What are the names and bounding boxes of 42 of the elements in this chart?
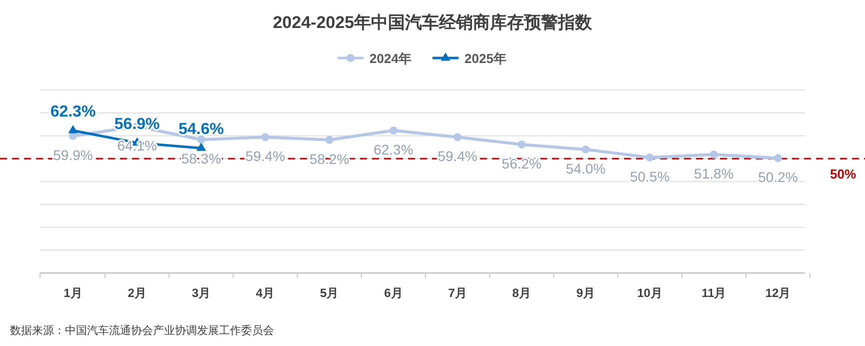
- point: [710, 150, 718, 159]
- data-label: 62.3%: [374, 141, 414, 158]
- point: [646, 153, 654, 162]
- x-tick-label: 8月: [512, 286, 531, 300]
- x-tick-label: 6月: [384, 286, 403, 300]
- legend-label: 2024年: [370, 51, 412, 66]
- point: [325, 136, 334, 144]
- data-label: 56.9%: [114, 116, 160, 133]
- data-label: 59.4%: [245, 148, 286, 164]
- x-tick-label: 7月: [448, 286, 467, 300]
- point: [454, 133, 462, 142]
- point: [582, 145, 590, 154]
- x-tick-label: 2月: [128, 286, 146, 300]
- point: [518, 140, 526, 148]
- legend-label: 2025年: [464, 51, 506, 66]
- x-tick-label: 10月: [637, 286, 662, 300]
- x-tick-label: 5月: [320, 286, 339, 300]
- data-label: 50.5%: [630, 168, 670, 184]
- x-tick-label: 9月: [576, 286, 596, 300]
- data-label: 54.0%: [566, 160, 606, 176]
- x-tick-label: 1月: [64, 286, 82, 300]
- point: [261, 133, 270, 142]
- ref-line-label: 50%: [830, 166, 856, 182]
- x-tick-label: 4月: [256, 286, 275, 300]
- data-label: 50.2%: [758, 169, 798, 186]
- x-tick-label: 3月: [192, 286, 211, 300]
- data-label: 59.9%: [53, 146, 93, 163]
- data-label: 56.2%: [502, 155, 542, 172]
- point: [196, 142, 206, 151]
- data-label: 59.4%: [438, 148, 478, 164]
- data-label: 54.6%: [178, 121, 224, 138]
- point: [68, 124, 78, 134]
- chart-title: 2024-2025年中国汽车经销商库存预警指数: [272, 13, 594, 32]
- point: [197, 136, 206, 144]
- data-label: 58.2%: [310, 150, 350, 167]
- x-tick-label: 11月: [702, 286, 726, 300]
- data-label: 51.8%: [694, 166, 734, 182]
- point: [389, 126, 398, 134]
- data-label: 62.3%: [50, 103, 96, 120]
- source-note: 数据来源：中国汽车流通协会产业协调发展工作委员会: [10, 324, 274, 337]
- point: [774, 154, 782, 162]
- x-tick-label: 12月: [765, 286, 791, 300]
